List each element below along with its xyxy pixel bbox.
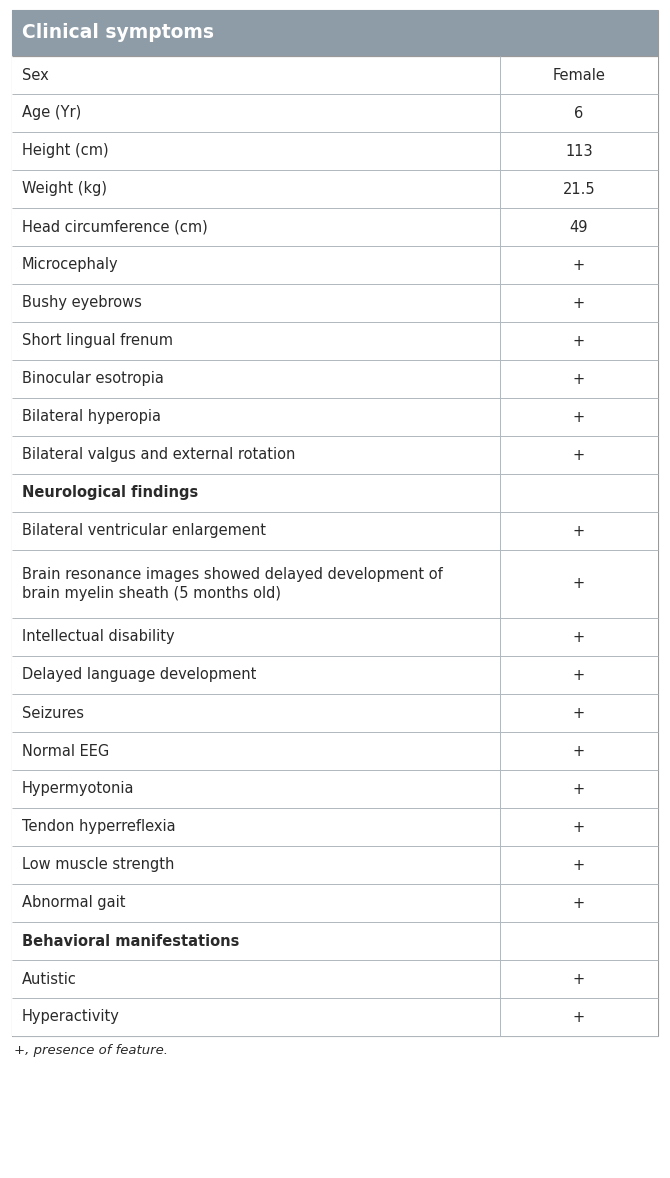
Bar <box>12 846 658 884</box>
Text: Brain resonance images showed delayed development of
brain myelin sheath (5 mont: Brain resonance images showed delayed de… <box>22 567 443 602</box>
Bar <box>12 656 658 694</box>
Text: 6: 6 <box>574 106 584 120</box>
Text: Intellectual disability: Intellectual disability <box>22 629 175 644</box>
Text: Bilateral valgus and external rotation: Bilateral valgus and external rotation <box>22 448 295 463</box>
Text: +: + <box>573 706 585 721</box>
Text: +: + <box>573 858 585 873</box>
Bar <box>12 209 658 246</box>
Text: +: + <box>573 820 585 834</box>
Bar <box>12 922 658 960</box>
Text: Delayed language development: Delayed language development <box>22 668 257 682</box>
Text: +: + <box>573 333 585 349</box>
Text: +: + <box>573 668 585 682</box>
Text: +: + <box>573 523 585 538</box>
Text: 113: 113 <box>565 144 593 159</box>
Text: +: + <box>573 781 585 796</box>
Text: Tendon hyperreflexia: Tendon hyperreflexia <box>22 820 176 834</box>
Text: +: + <box>573 258 585 272</box>
Bar <box>12 512 658 550</box>
Bar <box>12 808 658 846</box>
Text: +: + <box>573 296 585 311</box>
Bar <box>12 398 658 436</box>
Text: Neurological findings: Neurological findings <box>22 485 198 501</box>
Text: +: + <box>573 972 585 986</box>
Bar <box>12 132 658 170</box>
Text: 21.5: 21.5 <box>563 181 595 197</box>
Bar <box>12 474 658 512</box>
Bar <box>12 436 658 474</box>
Text: Weight (kg): Weight (kg) <box>22 181 107 197</box>
Bar <box>12 322 658 360</box>
Text: Female: Female <box>553 67 605 82</box>
Bar <box>12 360 658 398</box>
Text: +: + <box>573 743 585 759</box>
Text: 49: 49 <box>570 219 588 234</box>
Text: +: + <box>573 895 585 911</box>
Text: Hyperactivity: Hyperactivity <box>22 1010 120 1025</box>
Bar <box>12 884 658 922</box>
Text: +: + <box>573 371 585 386</box>
Text: Autistic: Autistic <box>22 972 77 986</box>
Text: Abnormal gait: Abnormal gait <box>22 895 125 911</box>
Text: +: + <box>573 410 585 424</box>
Bar <box>12 960 658 998</box>
Bar <box>12 550 658 618</box>
Bar <box>12 694 658 732</box>
Bar <box>12 246 658 284</box>
Bar <box>12 284 658 322</box>
Text: Low muscle strength: Low muscle strength <box>22 858 174 873</box>
Text: Head circumference (cm): Head circumference (cm) <box>22 219 208 234</box>
Text: Hypermyotonia: Hypermyotonia <box>22 781 135 796</box>
Text: +: + <box>573 629 585 644</box>
Text: Sex: Sex <box>22 67 49 82</box>
Text: Bilateral hyperopia: Bilateral hyperopia <box>22 410 161 424</box>
Bar <box>12 9 658 1035</box>
Text: Bushy eyebrows: Bushy eyebrows <box>22 296 142 311</box>
Text: +: + <box>573 576 585 591</box>
Bar <box>12 9 658 57</box>
Bar <box>12 94 658 132</box>
Text: Bilateral ventricular enlargement: Bilateral ventricular enlargement <box>22 523 266 538</box>
Text: Seizures: Seizures <box>22 706 84 721</box>
Text: Clinical symptoms: Clinical symptoms <box>22 24 214 42</box>
Bar <box>12 770 658 808</box>
Text: +: + <box>573 1010 585 1025</box>
Text: Normal EEG: Normal EEG <box>22 743 109 759</box>
Bar <box>12 998 658 1035</box>
Bar <box>12 618 658 656</box>
Text: +: + <box>573 448 585 463</box>
Bar <box>12 170 658 209</box>
Text: Age (Yr): Age (Yr) <box>22 106 81 120</box>
Text: Height (cm): Height (cm) <box>22 144 109 159</box>
Text: Short lingual frenum: Short lingual frenum <box>22 333 173 349</box>
Text: +, presence of feature.: +, presence of feature. <box>14 1044 168 1057</box>
Bar <box>12 57 658 94</box>
Text: Behavioral manifestations: Behavioral manifestations <box>22 933 239 948</box>
Bar <box>12 732 658 770</box>
Text: Binocular esotropia: Binocular esotropia <box>22 371 164 386</box>
Text: Microcephaly: Microcephaly <box>22 258 119 272</box>
